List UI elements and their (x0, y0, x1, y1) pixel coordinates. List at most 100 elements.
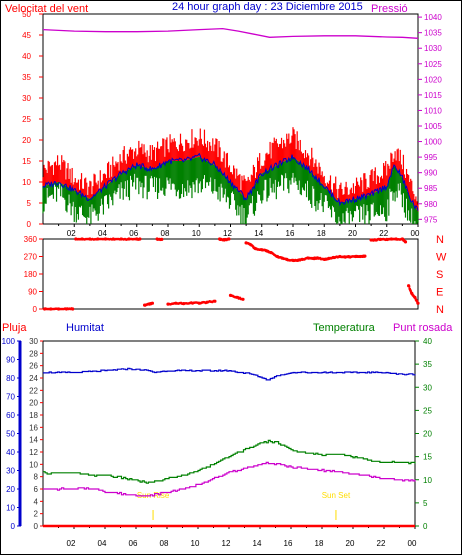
wind-pressure-panel: 0510152025303540455097598098599099510001… (22, 10, 442, 238)
humidity-axis-label: 70 (6, 393, 15, 402)
rain-axis-label: 24 (29, 374, 38, 383)
direction-point (87, 237, 90, 241)
bottom-x-label: 04 (98, 539, 107, 548)
rain-axis-label: 12 (29, 448, 38, 457)
humidity-axis-label: 60 (6, 411, 15, 420)
temperature-axis-label: 40 (423, 337, 432, 346)
humidity-line (43, 367, 416, 381)
humidity-axis-label: 80 (6, 374, 15, 383)
direction-point (226, 238, 230, 241)
bottom-x-label: 06 (129, 539, 138, 548)
header-right: Pressió (371, 3, 408, 15)
temperature-axis-label: 35 (423, 360, 432, 369)
top-x-label: 16 (286, 229, 295, 238)
direction-point (407, 285, 411, 288)
top-x-label: 04 (98, 229, 107, 238)
compass-label: N (436, 234, 444, 246)
temperature-axis-label: 20 (423, 430, 432, 439)
top-x-label: 02 (67, 229, 76, 238)
direction-point (126, 238, 129, 241)
temperature-axis-label: 15 (423, 453, 432, 462)
wind-axis-label: 45 (22, 31, 31, 40)
top-x-label: 06 (129, 229, 138, 238)
top-x-label: 20 (348, 229, 357, 238)
compass-label: N (436, 304, 444, 316)
rain-axis-label: 14 (29, 436, 38, 445)
wind-axis-label: 25 (22, 115, 31, 124)
direction-point (173, 302, 176, 305)
rain-axis-label: 18 (29, 411, 38, 420)
direction-point (48, 307, 52, 311)
direction-point (150, 301, 154, 305)
top-x-label: 08 (161, 229, 170, 238)
pressure-axis-label: 1025 (424, 60, 442, 69)
direction-point (110, 238, 114, 241)
direction-point (56, 307, 59, 311)
temperature-axis-label: 5 (423, 499, 428, 508)
compass-label: W (436, 252, 447, 264)
pressure-axis-label: 1015 (424, 91, 442, 100)
rain-axis-label: 6 (34, 485, 39, 494)
direction-point (138, 237, 141, 241)
top-x-label: 18 (317, 229, 326, 238)
rain-axis-label: 22 (29, 386, 38, 395)
pressure-axis-label: 975 (424, 215, 438, 224)
bottom-x-label: 22 (377, 539, 386, 548)
pressure-axis-label: 1020 (424, 75, 442, 84)
direction-point (403, 240, 407, 243)
compass-label: E (436, 287, 443, 299)
pressure-axis-label: 985 (424, 184, 438, 193)
direction-point (181, 302, 184, 306)
direction-point (234, 295, 237, 299)
rain-axis-label: 16 (29, 423, 38, 432)
wind-axis-label: 50 (22, 10, 31, 19)
direction-axis-label: 270 (24, 253, 38, 262)
direction-point (204, 301, 208, 305)
rain-axis-label: 4 (34, 497, 39, 506)
rain-axis-label: 26 (29, 362, 38, 371)
direction-axis-label: 0 (33, 305, 38, 314)
humidity-axis-label: 20 (6, 485, 15, 494)
pressure-axis-label: 990 (424, 169, 438, 178)
temperature-line (43, 439, 416, 484)
humidity-axis-label: 90 (6, 356, 15, 365)
compass-label: S (436, 269, 443, 281)
direction-axis-label: 360 (24, 235, 38, 244)
direction-point (196, 301, 200, 305)
direction-axis-label: 180 (24, 270, 38, 279)
wind-axis-label: 40 (22, 52, 31, 61)
humidity-axis-label: 30 (6, 467, 15, 476)
wind-direction-panel: 0 N 90 E 180 S 270 W 360 N (24, 234, 447, 316)
rain-axis-label: 10 (29, 460, 38, 469)
wind-axis-label: 0 (27, 220, 32, 229)
pressure-axis-label: 1005 (424, 122, 442, 131)
direction-point (118, 238, 122, 241)
direction-point (70, 307, 73, 310)
bottom-x-label: 02 (67, 539, 76, 548)
temperature-axis-label: 30 (423, 383, 432, 392)
bottom-x-label: 16 (284, 539, 293, 548)
bottom-x-label: 10 (191, 539, 200, 548)
direction-point (240, 297, 244, 301)
humidity-axis-label: 10 (6, 504, 15, 513)
top-x-label: 22 (379, 229, 388, 238)
direction-point (416, 301, 419, 305)
pressure-line (42, 27, 419, 39)
direction-plot-frame (42, 238, 419, 310)
rain-axis-label: 30 (29, 337, 38, 346)
wind-axis-label: 30 (22, 94, 31, 103)
humidity-axis-label: 40 (6, 448, 15, 457)
top-x-label: 14 (254, 229, 263, 238)
pressure-axis-label: 1000 (424, 138, 442, 147)
bottom-x-label: 00 (408, 539, 417, 548)
humidity-axis-label: 50 (6, 430, 15, 439)
direction-point (95, 238, 98, 241)
bottom-x-label: 08 (160, 539, 169, 548)
direction-point (159, 237, 163, 241)
humidity-axis-label: 0 (11, 522, 16, 531)
top-x-label: 12 (223, 229, 232, 238)
direction-point (134, 237, 137, 241)
header-left: Velocitat del vent (5, 3, 88, 15)
rain-axis-label: 0 (34, 522, 39, 531)
